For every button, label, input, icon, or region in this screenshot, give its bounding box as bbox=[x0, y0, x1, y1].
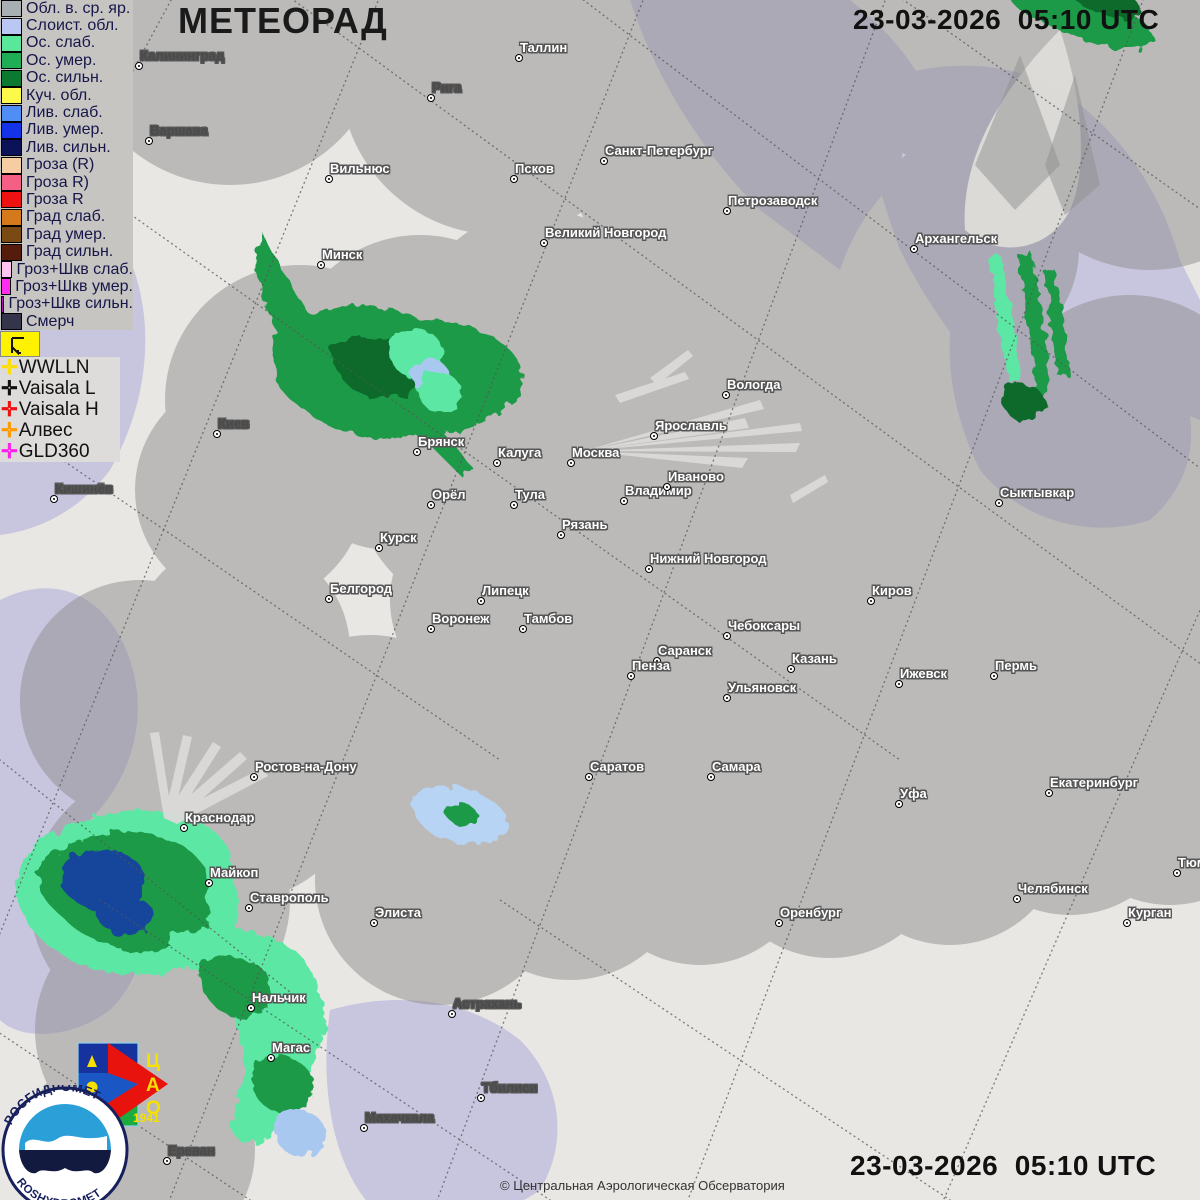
svg-text:А: А bbox=[146, 1075, 160, 1096]
svg-text:1941: 1941 bbox=[133, 1111, 160, 1125]
svg-text:Ц: Ц bbox=[146, 1051, 160, 1072]
